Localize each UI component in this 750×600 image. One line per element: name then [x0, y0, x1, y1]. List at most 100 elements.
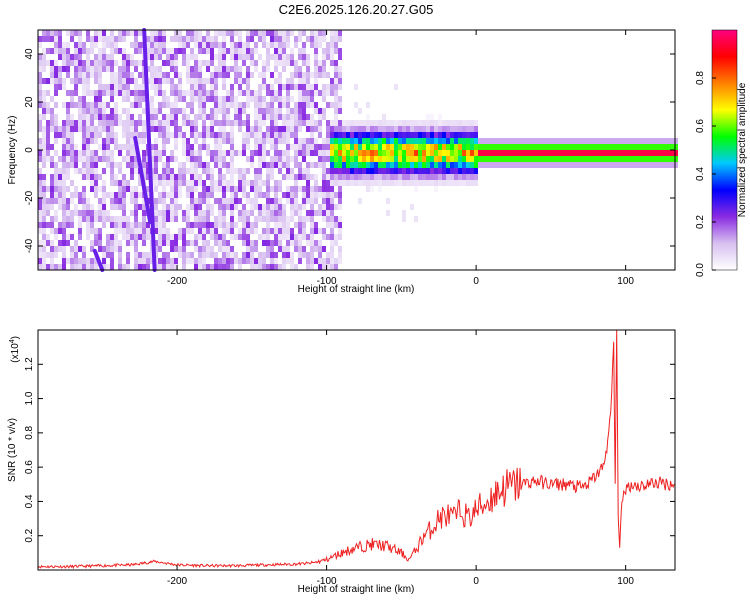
spectrogram-cell: [190, 144, 194, 150]
spectrogram-cell: [594, 156, 598, 162]
spectrogram-cell: [274, 114, 278, 120]
spectrogram-cell: [298, 204, 302, 210]
spectrogram-cell: [250, 96, 254, 102]
spectrogram-cell: [298, 222, 302, 228]
spectrogram-cell: [266, 240, 270, 246]
spectrogram-cell: [334, 36, 338, 42]
y-tick-label: 0: [24, 147, 35, 153]
spectrogram-cell: [166, 252, 170, 258]
spectrogram-cell: [386, 120, 390, 126]
spectrogram-cell: [158, 126, 162, 132]
spectrogram-cell: [62, 84, 66, 90]
spectrogram-cell: [610, 138, 614, 144]
spectrogram-cell: [274, 78, 278, 84]
spectrogram-cell: [206, 168, 210, 174]
spectrogram-cell: [194, 222, 198, 228]
spectrogram-cell: [470, 132, 474, 138]
spectrogram-cell: [182, 246, 186, 252]
spectrogram-cell: [38, 126, 42, 132]
spectrogram-cell: [58, 66, 62, 72]
spectrogram-cell: [410, 180, 414, 186]
spectrogram-cell: [94, 108, 98, 114]
spectrogram-cell: [610, 162, 614, 168]
spectrogram-cell: [82, 72, 86, 78]
spectrogram-cell: [162, 96, 166, 102]
spectrogram-cell: [38, 42, 42, 48]
spectrogram-cell: [122, 132, 126, 138]
figure-title: C2E6.2025.126.20.27.G05: [279, 2, 434, 17]
spectrogram-cell: [234, 108, 238, 114]
spectrogram-cell: [50, 192, 54, 198]
spectrogram-cell: [42, 132, 46, 138]
spectrogram-cell: [90, 72, 94, 78]
spectrogram-cell: [262, 252, 266, 258]
spectrogram-cell: [206, 252, 210, 258]
spectrogram-cell: [326, 234, 330, 240]
spectrogram-cell: [214, 216, 218, 222]
spectrogram-streak: [133, 136, 153, 224]
spectrogram-cell: [58, 240, 62, 246]
spectrogram-cell: [162, 150, 166, 156]
spectrogram-cell: [98, 240, 102, 246]
spectrogram-cell: [130, 42, 134, 48]
spectrogram-cell: [182, 240, 186, 246]
spectrogram-cell: [430, 126, 434, 132]
spectrogram-cell: [230, 66, 234, 72]
spectrogram-cell: [322, 30, 326, 36]
spectrogram-cell: [310, 102, 314, 108]
spectrogram-cell: [202, 138, 206, 144]
spectrogram-cell: [262, 60, 266, 66]
spectrogram-cell: [366, 180, 370, 186]
spectrogram-cell: [74, 72, 78, 78]
spectrogram-cell: [162, 258, 166, 264]
spectrogram-cell: [174, 180, 178, 186]
spectrogram-cell: [242, 144, 246, 150]
spectrogram-cell: [326, 144, 330, 150]
spectrogram-cell: [314, 198, 318, 204]
spectrogram-cell: [306, 66, 310, 72]
spectrogram-cell: [246, 240, 250, 246]
spectrogram-cell: [58, 132, 62, 138]
spectrogram-cell: [306, 78, 310, 84]
spectrogram-cell: [318, 186, 322, 192]
spectrogram-cell: [222, 108, 226, 114]
spectrogram-cell: [262, 150, 266, 156]
spectrogram-cell: [190, 180, 194, 186]
spectrogram-cell: [258, 150, 262, 156]
spectrogram-cell: [190, 84, 194, 90]
spectrogram-cell: [466, 168, 470, 174]
spectrogram-cell: [186, 42, 190, 48]
spectrogram-cell: [314, 186, 318, 192]
spectrogram-cell: [286, 132, 290, 138]
spectrogram-cell: [322, 60, 326, 66]
spectrogram-cell: [38, 186, 42, 192]
spectrogram-cell: [618, 156, 622, 162]
spectrogram-cell: [242, 54, 246, 60]
spectrogram-cell: [258, 114, 262, 120]
spectrogram-cell: [110, 246, 114, 252]
spectrogram-cell: [326, 222, 330, 228]
spectrogram-cell: [210, 120, 214, 126]
spectrogram-cell: [182, 90, 186, 96]
spectrogram-cell: [306, 144, 310, 150]
spectrogram-cell: [266, 246, 270, 252]
spectrogram-cell: [430, 150, 434, 156]
spectrogram-cell: [262, 258, 266, 264]
spectrogram-cell: [90, 258, 94, 264]
spectrogram-cell: [398, 174, 402, 180]
spectrogram-cell: [266, 114, 270, 120]
spectrogram-cell: [142, 252, 146, 258]
spectrogram-cell: [278, 36, 282, 42]
spectrogram-cell: [174, 66, 178, 72]
spectrogram-cell: [274, 186, 278, 192]
spectrogram-cell: [386, 132, 390, 138]
spectrogram-cell: [474, 126, 478, 132]
spectrogram-cell: [394, 126, 398, 132]
spectrogram-cell: [394, 138, 398, 144]
spectrogram-cell: [162, 132, 166, 138]
spectrogram-cell: [406, 180, 410, 186]
spectrogram-cell: [310, 174, 314, 180]
spectrogram-cell: [74, 126, 78, 132]
spectrogram-cell: [50, 198, 54, 204]
spectrogram-cell: [114, 216, 118, 222]
